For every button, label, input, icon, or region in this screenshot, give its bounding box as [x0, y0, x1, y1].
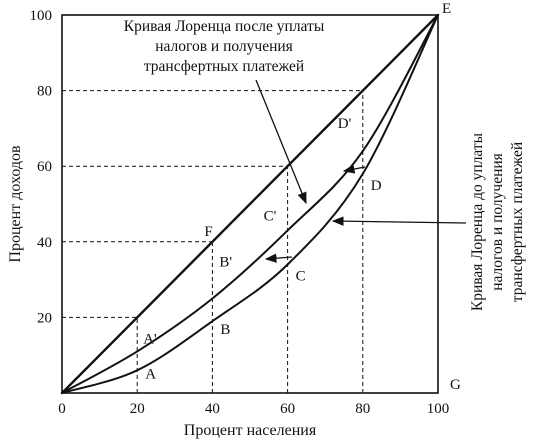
dashed-guides: [62, 90, 364, 393]
point-label-a: A: [145, 366, 156, 382]
annotation-before-tax-line-2: налогов и получения: [489, 153, 506, 291]
point-label-c: C: [296, 268, 306, 284]
point-label-g: G: [450, 377, 461, 393]
point-label-b-prime: B': [219, 254, 232, 270]
axis-ticks: 0 20 40 60 80 100 20 40 60 80 100: [30, 8, 450, 417]
point-label-f: F: [204, 224, 212, 240]
x-tick-label-100: 100: [427, 401, 450, 417]
annotation-after-tax-bg: [78, 16, 368, 79]
y-tick-label-40: 40: [37, 235, 52, 251]
curves: [60, 13, 440, 395]
point-label-b: B: [220, 322, 230, 338]
plot-frame: [61, 14, 439, 394]
y-tick-label-20: 20: [37, 310, 52, 326]
annotation-after-tax-line-2: налогов и получения: [155, 38, 293, 55]
y-tick-label-100: 100: [30, 8, 53, 24]
x-tick-label-40: 40: [205, 401, 220, 417]
point-label-e: E: [442, 1, 451, 17]
x-tick-label-20: 20: [130, 401, 145, 417]
annotation-before-tax-line-1: Кривая Лоренца до уплаты: [469, 132, 486, 311]
annotation-before-tax-arrow: [331, 216, 467, 226]
annotation-after-tax-line-1: Кривая Лоренца после уплаты: [124, 18, 325, 35]
series-line-before: [61, 14, 439, 394]
x-axis-title: Процент населения: [184, 422, 317, 439]
point-label-d-prime: D': [338, 116, 352, 132]
point-label-c-prime: C': [264, 209, 277, 225]
x-tick-label-0: 0: [58, 401, 66, 417]
annotation-after-tax: Кривая Лоренца после уплаты налогов и по…: [78, 16, 368, 205]
annotation-after-tax-arrow: [255, 79, 307, 205]
y-tick-label-80: 80: [37, 84, 52, 100]
point-label-d: D: [371, 178, 382, 194]
arrow-c-to-curve: [264, 253, 293, 263]
y-tick-label-60: 60: [37, 159, 52, 175]
x-tick-label-80: 80: [355, 401, 370, 417]
series-line-after: [61, 14, 439, 394]
point-label-a-prime: A': [143, 332, 157, 348]
y-axis-title: Процент доходов: [7, 145, 24, 263]
point-labels: A A' B B' C C' D D' E F G: [143, 1, 461, 393]
annotation-before-tax-line-3: трансфертных платежей: [509, 142, 526, 302]
series-line-equality: [60, 13, 440, 395]
arrow-d-to-curve: [342, 164, 366, 174]
annotation-before-tax: Кривая Лоренца до уплаты налогов и получ…: [331, 132, 526, 311]
annotation-after-tax-line-3: трансфертных платежей: [144, 58, 304, 75]
x-tick-label-60: 60: [280, 401, 295, 417]
